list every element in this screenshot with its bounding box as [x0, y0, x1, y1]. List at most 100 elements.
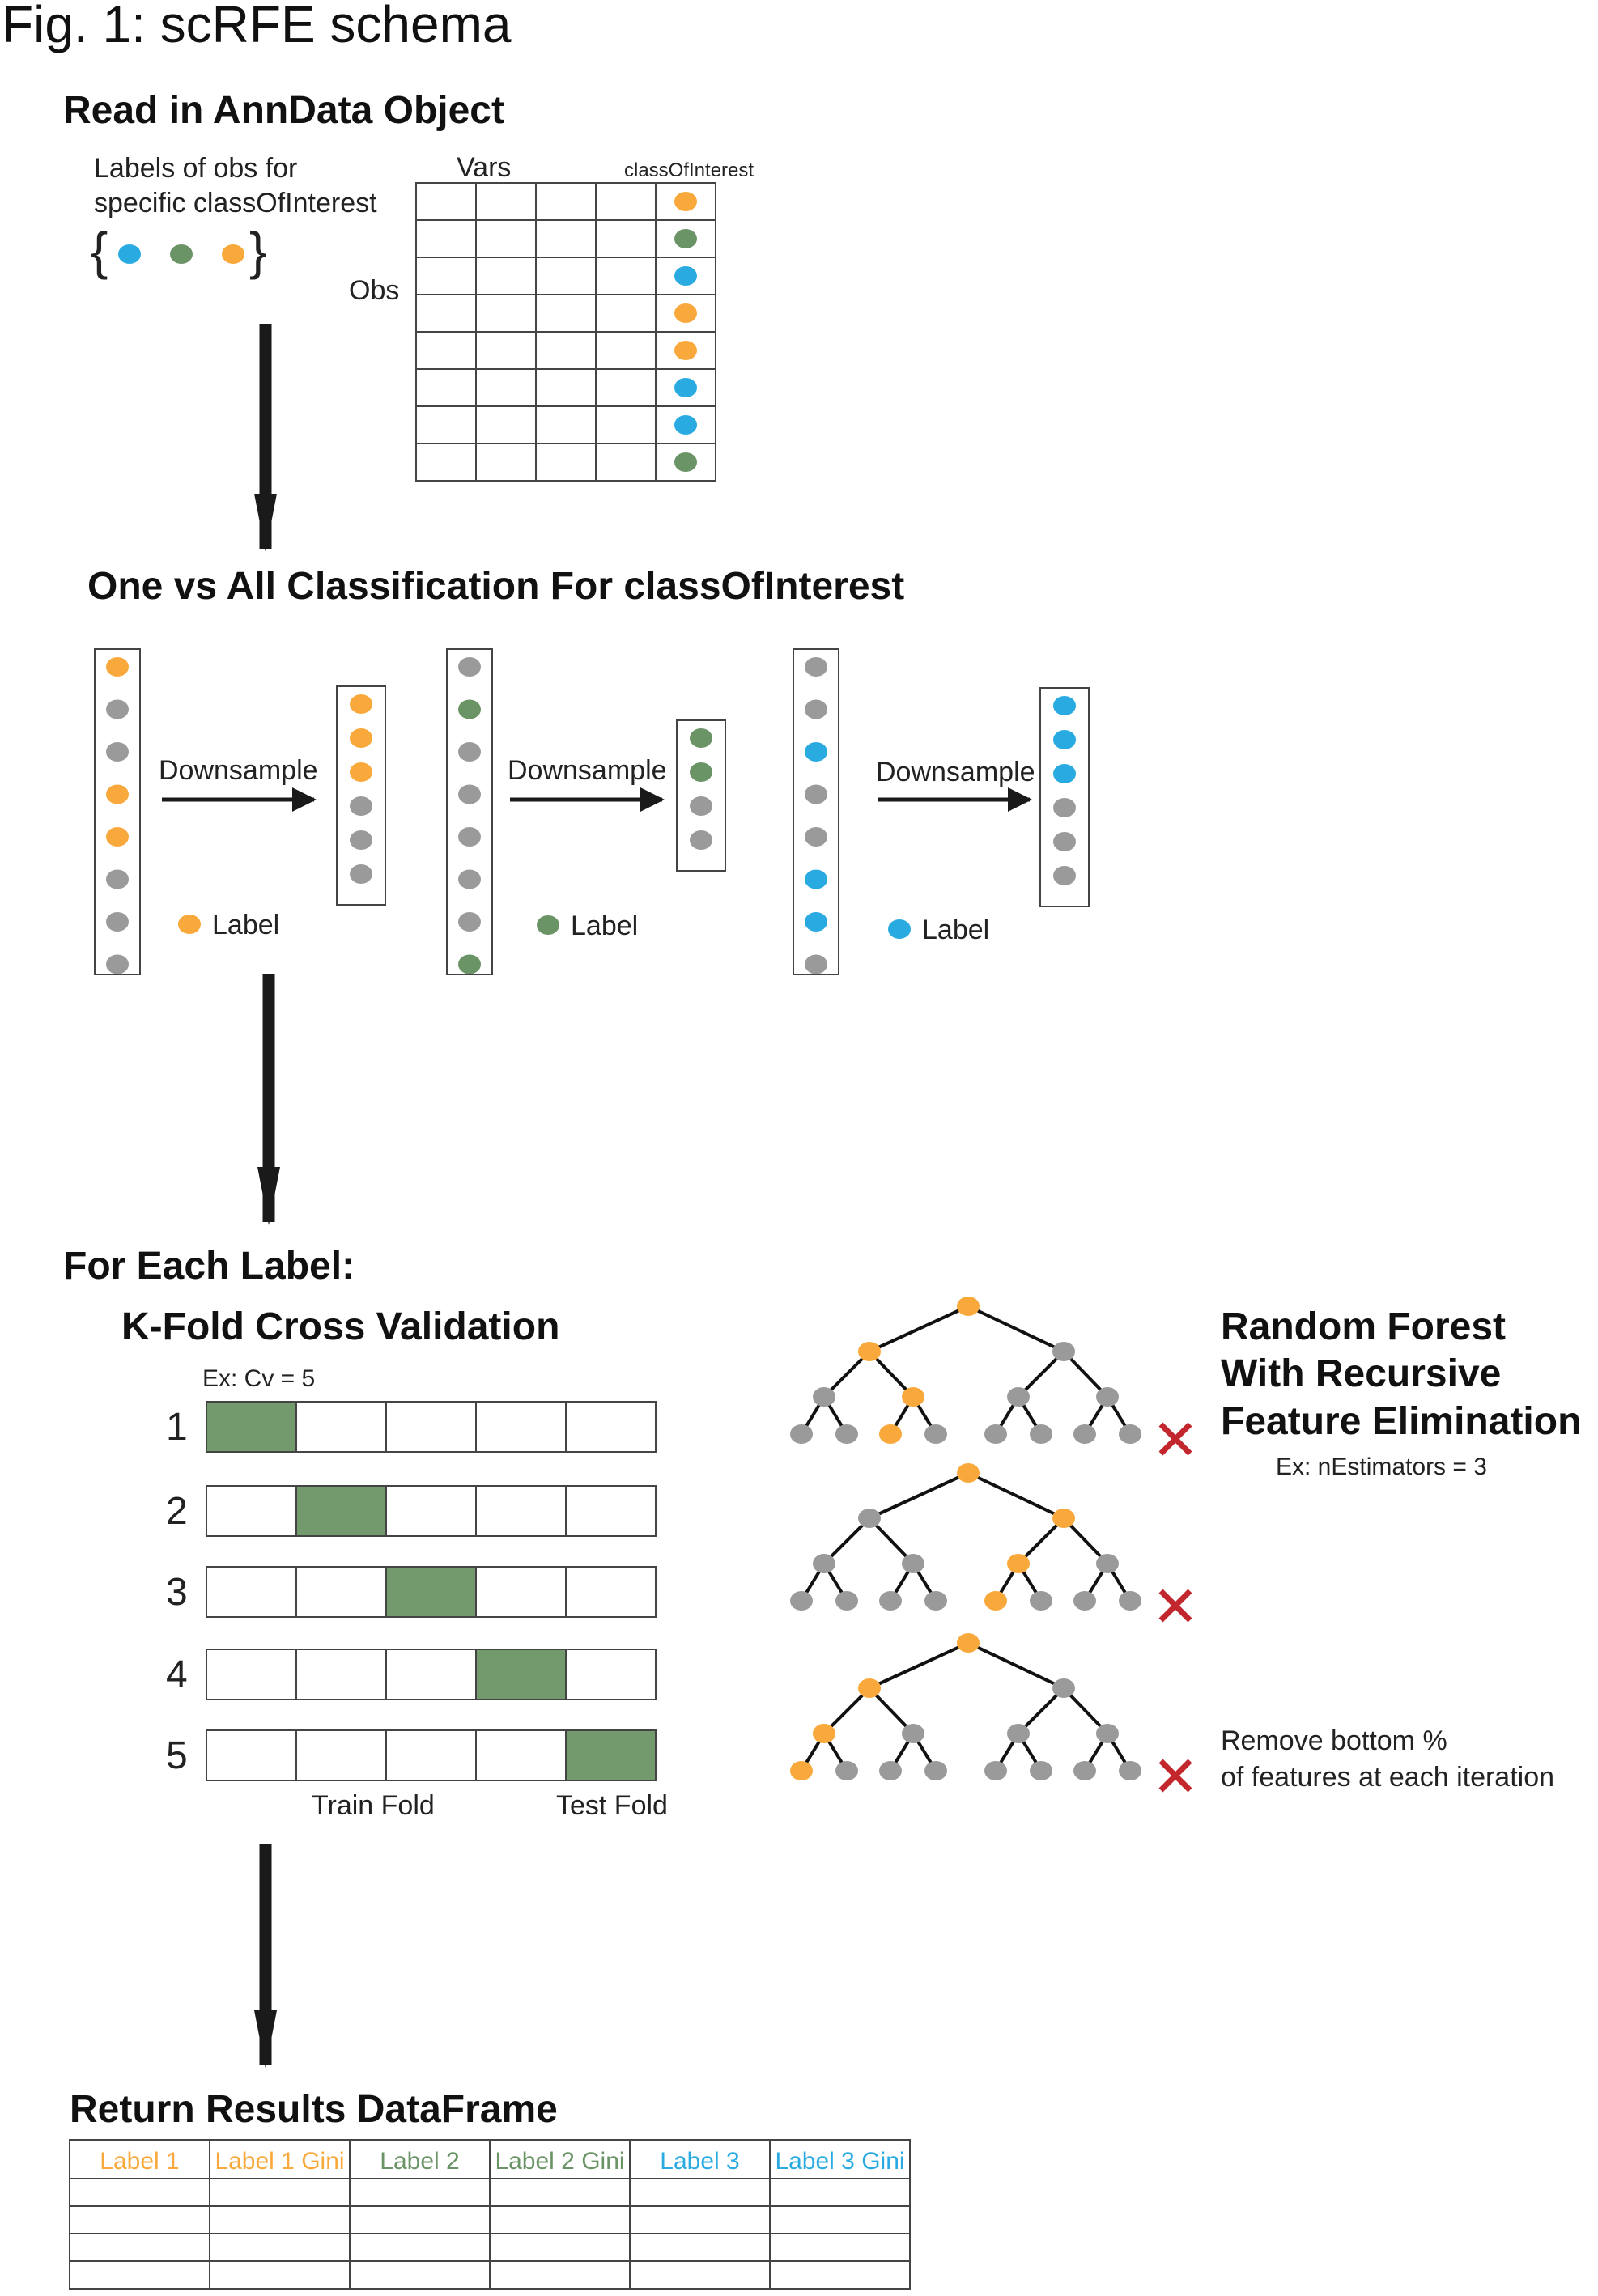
kfold-row-1: 1	[166, 1401, 657, 1453]
tree-edge	[822, 1350, 871, 1398]
tree-node	[1052, 1678, 1075, 1698]
tree-edge	[967, 1641, 1065, 1690]
tree-node	[1096, 1554, 1119, 1573]
kfold-row-2: 2	[166, 1485, 657, 1537]
decision-tree-2	[790, 1463, 1192, 1623]
label-set-dots	[118, 244, 244, 264]
tree-node	[858, 1509, 881, 1528]
full-dot-gray	[106, 954, 129, 974]
cross-stroke	[1158, 1759, 1192, 1793]
kfold-grid: 1 2 3 4 5	[166, 1401, 657, 1781]
tree-edge	[869, 1471, 969, 1520]
down-dot-gray	[350, 796, 372, 816]
tree-node-selected	[957, 1297, 980, 1316]
forest-title-line-2: With Recursive	[1221, 1352, 1501, 1395]
tree-edge	[869, 1305, 969, 1353]
obs-dot-blue	[674, 378, 697, 397]
tree-edge	[967, 1305, 1065, 1353]
obs-dot-orange	[674, 303, 697, 323]
full-dot-gray	[106, 869, 129, 889]
tree-node-selected	[1007, 1554, 1030, 1573]
tree-node-selected	[957, 1463, 980, 1483]
cross-stroke	[1158, 1589, 1192, 1623]
train-fold-cell	[385, 1401, 477, 1453]
tree-node	[924, 1591, 947, 1611]
ova-panel-orange: Downsample Label	[94, 648, 386, 975]
legend-dot-blue	[888, 919, 911, 939]
tree-edge	[868, 1350, 915, 1398]
full-dot-gray	[805, 657, 827, 677]
tree-node	[835, 1424, 858, 1444]
tree-node	[1007, 1724, 1030, 1743]
tree-node	[813, 1554, 835, 1573]
tree-node-selected	[858, 1342, 881, 1361]
flow-arrow-2-head	[257, 1167, 280, 1225]
forest-note-line-1: Remove bottom %	[1221, 1725, 1447, 1756]
results-dataframe: Label 1 Label 1 Gini Label 2 Label 2 Gini La…	[69, 2139, 911, 2290]
forest-example: Ex: nEstimators = 3	[1276, 1454, 1487, 1480]
tree-node	[924, 1761, 947, 1780]
train-fold-cell	[475, 1566, 567, 1618]
decision-tree-1	[790, 1297, 1192, 1456]
kfold-row-number: 1	[166, 1406, 188, 1449]
obs-dot-blue	[674, 266, 697, 286]
train-fold-cell	[206, 1566, 297, 1618]
down-dot-blue	[1053, 730, 1076, 749]
obs-label: Obs	[349, 275, 399, 306]
legend-dot-green	[537, 915, 559, 935]
cross-stroke	[1158, 1422, 1192, 1456]
down-dot-orange	[350, 694, 372, 714]
tree-node	[1030, 1591, 1052, 1611]
figure-title: Fig. 1: scRFE schema	[2, 0, 512, 53]
full-dot-gray	[805, 699, 827, 719]
decision-tree-3	[790, 1633, 1192, 1793]
tree-edge	[868, 1687, 915, 1735]
down-dot-gray	[1053, 798, 1076, 817]
train-fold-cell	[475, 1729, 567, 1781]
kfold-row-number: 5	[166, 1734, 188, 1777]
full-dot-blue	[805, 869, 827, 889]
tree-node	[1119, 1424, 1141, 1444]
cross-icon	[1158, 1422, 1192, 1456]
train-fold-cell	[385, 1485, 477, 1537]
obs-dot-blue	[674, 415, 697, 435]
tree-node	[924, 1424, 947, 1444]
cross-icon	[1158, 1759, 1192, 1793]
results-header-cell: Label 3 Gini	[775, 2148, 904, 2175]
kfold-row-number: 2	[166, 1490, 188, 1533]
kfold-row-4: 4	[166, 1649, 657, 1700]
tree-edge	[1062, 1350, 1109, 1398]
tree-node-selected	[957, 1633, 980, 1653]
results-header-cell: Label 3	[660, 2148, 739, 2175]
down-dot-gray	[350, 830, 372, 850]
full-dot-gray	[458, 869, 481, 889]
down-dot-gray	[1053, 866, 1076, 885]
legend-label: Label	[571, 910, 638, 941]
full-dot-gray	[458, 784, 481, 804]
tree-node	[1096, 1724, 1119, 1743]
legend-dot-orange	[178, 915, 201, 934]
flow-arrow-1-head	[254, 494, 277, 552]
read-in-title: Read in AnnData Object	[63, 89, 504, 132]
kfold-row-5: 5	[166, 1729, 657, 1781]
random-forest-trees	[790, 1297, 1192, 1793]
tree-node	[1030, 1761, 1052, 1780]
downsample-label: Downsample	[159, 755, 318, 786]
obs-dot-green	[674, 452, 697, 472]
brace-close: }	[249, 222, 266, 280]
down-dot-green	[690, 728, 712, 748]
forest-note-line-2: of features at each iteration	[1221, 1762, 1554, 1793]
full-dot-gray	[458, 657, 481, 677]
tree-edge	[822, 1517, 871, 1565]
tree-edge	[869, 1641, 969, 1690]
tree-node	[1052, 1342, 1075, 1361]
full-dot-blue	[805, 912, 827, 932]
train-fold-cell	[295, 1566, 387, 1618]
results-header-cell: Label 2	[380, 2148, 459, 2175]
train-fold-cell	[206, 1649, 297, 1700]
tree-node	[1073, 1591, 1096, 1611]
full-dot-gray	[458, 912, 481, 932]
legend-label: Label	[922, 915, 989, 945]
legend-label: Label	[212, 910, 279, 940]
